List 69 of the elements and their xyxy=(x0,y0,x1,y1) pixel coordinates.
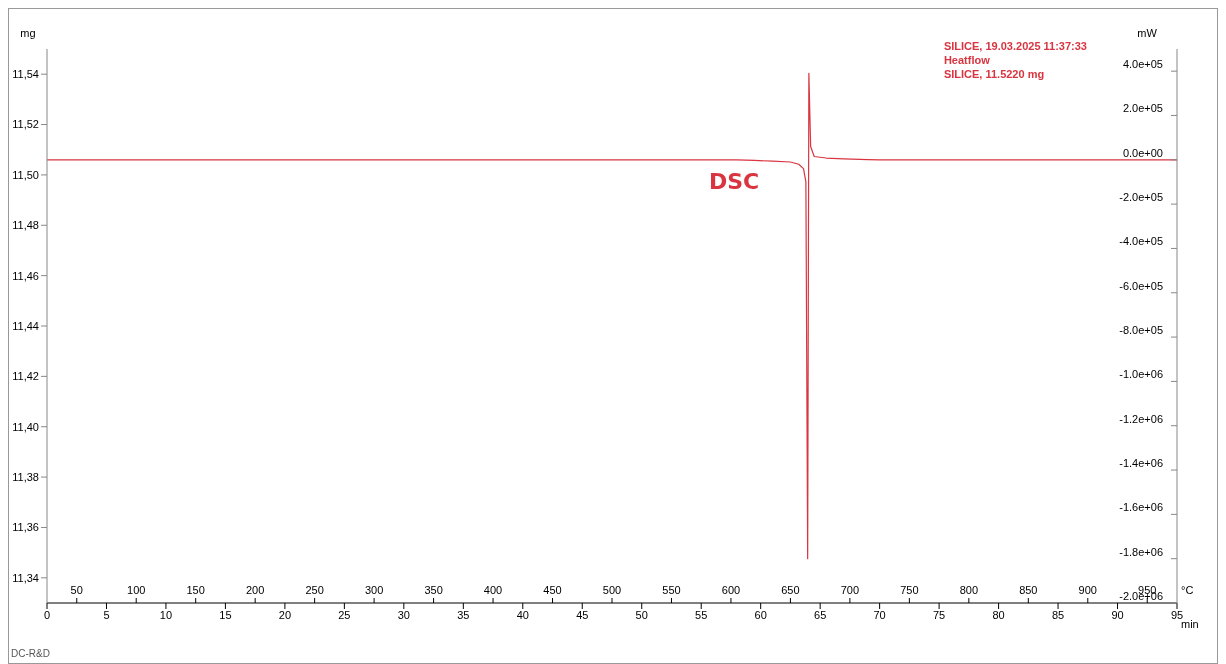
x2-tick-label: 350 xyxy=(424,584,443,596)
x2-tick-label: 300 xyxy=(364,584,384,596)
x-tick-label: 55 xyxy=(695,608,708,621)
x-tick-label: 75 xyxy=(932,608,946,621)
text: Heatflow xyxy=(943,53,991,67)
x2-tick-label: 700 xyxy=(840,584,860,596)
x2-tick-label: 850 xyxy=(1019,584,1038,596)
y-tick-label: 11,48 xyxy=(12,219,39,232)
y2-tick-label: -1.2e+06 xyxy=(1119,412,1163,425)
x-tick-label: 60 xyxy=(754,608,767,621)
y2-tick-label: -1.4e+06 xyxy=(1119,456,1163,469)
y2-tick-label: -1.0e+06 xyxy=(1119,368,1163,381)
x-tick-label: 10 xyxy=(159,608,173,621)
y-tick-label: 11,36 xyxy=(12,521,39,534)
x2-tick-label: 800 xyxy=(959,584,979,596)
y-tick-label: 11,38 xyxy=(12,471,39,483)
y-tick-label: 11,34 xyxy=(12,571,39,584)
x-tick-label: 80 xyxy=(992,608,1005,621)
y2-axis-title: mW xyxy=(1137,27,1158,39)
annotation: DSC xyxy=(709,169,760,194)
x-tick-label: 40 xyxy=(516,608,529,621)
y2-tick-label: -1.6e+06 xyxy=(1119,501,1163,514)
y-tick-label: 11,46 xyxy=(12,269,39,282)
x-tick-label: 70 xyxy=(873,608,886,621)
y2-tick-label: -2.0e+05 xyxy=(1119,191,1163,204)
x2-tick-label: 650 xyxy=(781,584,800,596)
y-tick-label: 11,52 xyxy=(12,118,39,131)
y2-tick-label: -6.0e+05 xyxy=(1119,279,1163,292)
x-tick-label: 30 xyxy=(397,608,410,621)
annotation: SILICE, 11.5220 mg xyxy=(943,67,1046,81)
x2-tick-label: 50 xyxy=(70,584,83,596)
x2-tick-label: 200 xyxy=(245,584,265,596)
y-tick-label: 11,50 xyxy=(12,168,39,181)
y-tick-label: 11,54 xyxy=(12,68,39,81)
x-tick-label: 85 xyxy=(1051,608,1065,621)
y-axis-title: mg xyxy=(20,27,36,39)
x2-tick-label: 100 xyxy=(127,584,146,596)
x-tick-label: 90 xyxy=(1111,608,1124,621)
x-tick-label: 65 xyxy=(814,608,827,621)
x2-tick-label: 400 xyxy=(483,584,503,596)
x-tick-label: 45 xyxy=(576,608,589,621)
y-tick-label: 11,40 xyxy=(12,420,39,433)
x-tick-label: 25 xyxy=(338,608,351,621)
y2-tick-label: -4.0e+05 xyxy=(1119,235,1163,248)
x2-tick-label: 900 xyxy=(1078,584,1097,596)
x2-tick-label: 150 xyxy=(186,584,205,596)
x-tick-label: 0 xyxy=(43,608,51,621)
x-tick-label: 50 xyxy=(635,608,648,621)
y2-tick-label: 4.0e+05 xyxy=(1122,58,1163,71)
y2-tick-label: 2.0e+05 xyxy=(1122,102,1163,115)
y2-tick-label: -1.8e+06 xyxy=(1119,545,1163,558)
x2-tick-label: 450 xyxy=(543,584,562,596)
x2-tick-label: 600 xyxy=(721,584,741,596)
x2-axis-title: °C xyxy=(1181,584,1194,596)
x2-tick-label: 500 xyxy=(602,584,622,596)
x2-tick-label: 750 xyxy=(900,584,919,596)
x2-tick-label: 550 xyxy=(662,584,681,596)
x-tick-label: 20 xyxy=(278,608,292,621)
x2-tick-label: 250 xyxy=(305,584,324,596)
x-tick-label: 5 xyxy=(103,608,110,621)
x-tick-label: 35 xyxy=(457,608,470,621)
text: DC-R&D xyxy=(11,648,50,659)
y-tick-label: 11,42 xyxy=(12,370,39,383)
x-tick-label: 15 xyxy=(219,608,232,621)
y2-tick-label: -8.0e+05 xyxy=(1119,323,1163,336)
y2-tick-label: 0.0e+00 xyxy=(1122,146,1163,159)
y-tick-label: 11,44 xyxy=(12,319,39,332)
legend-title: SILICE, 19.03.2025 11:37:33 xyxy=(943,39,1087,53)
x-tick-label: 95 xyxy=(1170,608,1184,621)
